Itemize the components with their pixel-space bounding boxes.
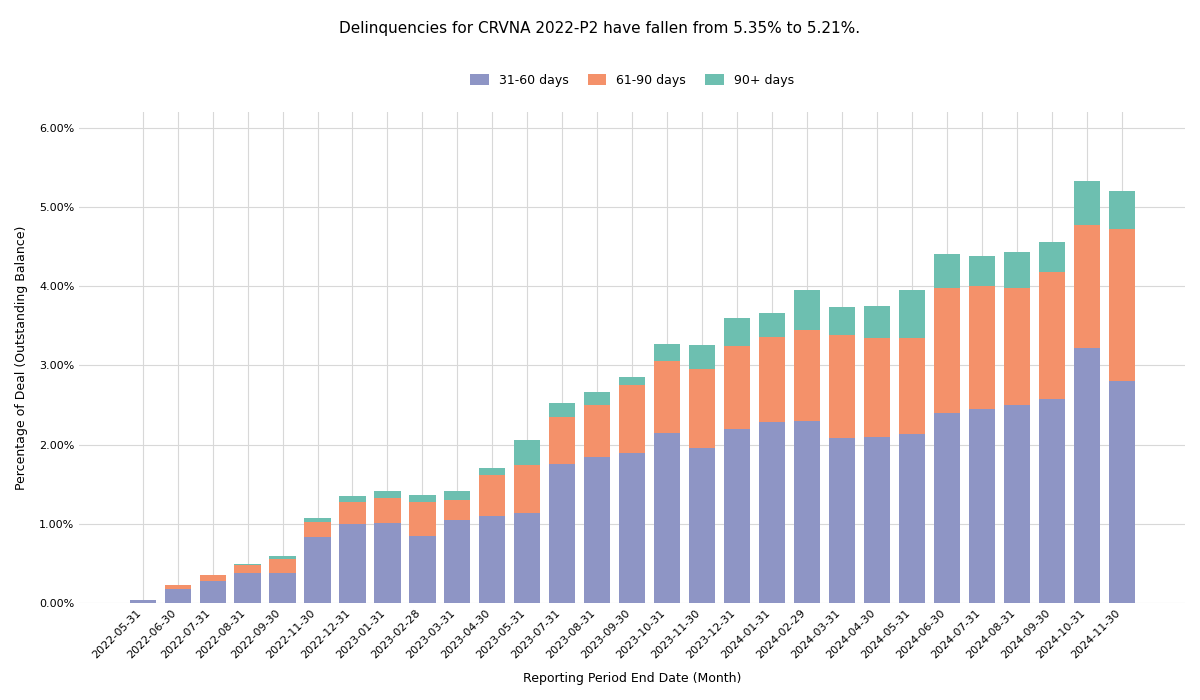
Bar	[968, 256, 995, 286]
Bar	[758, 337, 785, 422]
Bar	[130, 600, 156, 603]
Bar	[724, 429, 750, 603]
Bar	[619, 377, 646, 385]
Bar	[234, 573, 260, 603]
Y-axis label: Percentage of Deal (Outstanding Balance): Percentage of Deal (Outstanding Balance)	[16, 225, 28, 489]
Bar	[829, 335, 856, 438]
Bar	[340, 524, 366, 603]
Bar	[1003, 405, 1030, 603]
Bar	[1003, 252, 1030, 288]
Bar	[270, 573, 295, 603]
Bar	[199, 575, 226, 581]
Bar	[829, 307, 856, 335]
Bar	[654, 344, 680, 361]
Bar	[864, 437, 890, 603]
Bar	[234, 564, 260, 565]
Bar	[794, 330, 820, 421]
Bar	[619, 452, 646, 603]
Bar	[968, 409, 995, 603]
Bar	[864, 337, 890, 437]
Bar	[654, 361, 680, 433]
Bar	[758, 422, 785, 603]
Bar	[1074, 348, 1099, 603]
Bar	[340, 496, 366, 502]
Bar	[899, 337, 925, 434]
Bar	[409, 536, 436, 603]
Bar	[340, 502, 366, 524]
Bar	[270, 556, 295, 559]
Bar	[1038, 241, 1064, 272]
Legend: 31-60 days, 61-90 days, 90+ days: 31-60 days, 61-90 days, 90+ days	[466, 69, 799, 92]
Bar	[444, 491, 470, 500]
Bar	[864, 306, 890, 337]
Bar	[758, 313, 785, 337]
Bar	[514, 440, 540, 466]
Bar	[514, 466, 540, 513]
Bar	[934, 413, 960, 603]
Bar	[199, 581, 226, 603]
Bar	[374, 523, 401, 603]
Bar	[654, 433, 680, 603]
Bar	[619, 385, 646, 452]
Bar	[479, 516, 505, 603]
Bar	[305, 517, 331, 522]
Bar	[689, 368, 715, 448]
Bar	[409, 495, 436, 503]
Bar	[1074, 225, 1099, 348]
Bar	[968, 286, 995, 409]
Bar	[479, 475, 505, 516]
Bar	[584, 405, 611, 456]
Bar	[794, 421, 820, 603]
Bar	[479, 468, 505, 475]
Bar	[550, 403, 575, 417]
Bar	[724, 346, 750, 429]
Bar	[164, 585, 191, 589]
Bar	[899, 434, 925, 603]
Bar	[550, 464, 575, 603]
Bar	[689, 344, 715, 368]
Bar	[305, 538, 331, 603]
Bar	[724, 318, 750, 346]
Bar	[1109, 229, 1135, 382]
Bar	[234, 565, 260, 573]
Bar	[794, 290, 820, 330]
Bar	[584, 391, 611, 405]
Bar	[550, 417, 575, 464]
Bar	[164, 589, 191, 603]
Bar	[374, 498, 401, 523]
Bar	[829, 438, 856, 603]
Bar	[584, 456, 611, 603]
Bar	[444, 500, 470, 520]
Bar	[374, 491, 401, 498]
Bar	[934, 254, 960, 288]
Bar	[1003, 288, 1030, 405]
Bar	[1109, 191, 1135, 229]
Bar	[409, 503, 436, 536]
Bar	[899, 290, 925, 337]
Bar	[1038, 272, 1064, 398]
Bar	[444, 520, 470, 603]
X-axis label: Reporting Period End Date (Month): Reporting Period End Date (Month)	[523, 672, 742, 685]
Bar	[514, 513, 540, 603]
Bar	[1038, 398, 1064, 603]
Bar	[1109, 382, 1135, 603]
Text: Delinquencies for CRVNA 2022-P2 have fallen from 5.35% to 5.21%.: Delinquencies for CRVNA 2022-P2 have fal…	[340, 21, 860, 36]
Bar	[270, 559, 295, 573]
Bar	[305, 522, 331, 538]
Bar	[1074, 181, 1099, 225]
Bar	[934, 288, 960, 413]
Bar	[689, 448, 715, 603]
